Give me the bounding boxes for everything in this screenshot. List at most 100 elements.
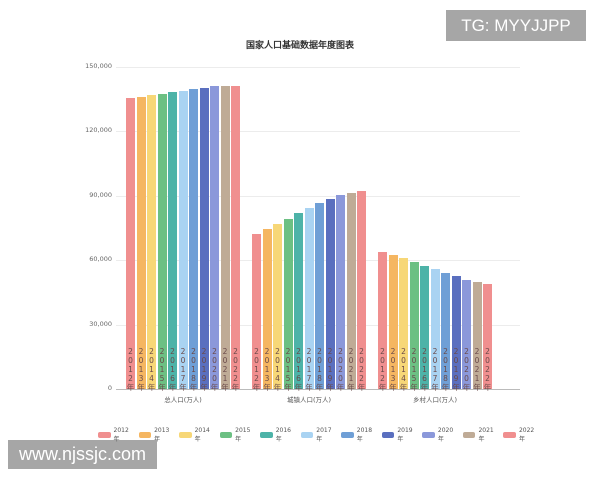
legend-item[interactable]: 2021年 — [462, 427, 498, 443]
bar[interactable] — [336, 195, 345, 389]
legend-swatch — [98, 432, 111, 438]
bar[interactable] — [199, 88, 209, 389]
bar-label: 2017年 — [179, 347, 187, 392]
legend-swatch — [300, 432, 314, 438]
category-label: 乡村人口(万人) — [412, 396, 458, 404]
legend-item[interactable]: 2015年 — [219, 427, 255, 443]
y-tick-label: 0 — [107, 384, 112, 392]
bar-label: 2013年 — [263, 347, 271, 392]
bar[interactable] — [252, 234, 261, 389]
legend-swatch — [219, 432, 233, 438]
bar[interactable] — [472, 282, 482, 389]
legend-item[interactable]: 2018年 — [341, 427, 376, 443]
legend-swatch — [260, 432, 273, 438]
legend-item[interactable]: 2017年 — [300, 427, 336, 443]
bar-label: 2020年 — [462, 347, 471, 392]
bar[interactable] — [430, 269, 440, 389]
bar[interactable] — [189, 89, 198, 389]
bar-label: 2013年 — [137, 347, 145, 392]
legend-item[interactable]: 2014年 — [179, 427, 214, 443]
bar-label: 2014年 — [147, 347, 156, 392]
legend-label: 2018年 — [356, 427, 373, 443]
bar-label: 2022年 — [483, 347, 492, 392]
legend-item[interactable]: 2012年 — [98, 427, 133, 443]
bar[interactable] — [409, 262, 419, 389]
legend-label: 2019年 — [397, 427, 413, 443]
y-tick-label: 60,000 — [89, 255, 112, 264]
bar[interactable] — [388, 255, 398, 389]
legend-label: 2021年 — [478, 427, 494, 443]
bar-label: 2012年 — [378, 347, 387, 392]
bar[interactable] — [147, 95, 156, 389]
bar-label: 2018年 — [315, 347, 324, 392]
bar[interactable] — [126, 98, 135, 389]
gridline — [116, 195, 520, 197]
bar-label: 2021年 — [221, 347, 229, 392]
bar[interactable] — [262, 229, 272, 389]
bar[interactable] — [378, 252, 387, 389]
website-watermark: www.njssjc.com — [8, 440, 157, 469]
legend-item[interactable]: 2022年 — [503, 427, 538, 443]
bar-label: 2013年 — [389, 347, 397, 392]
bar[interactable] — [283, 218, 293, 389]
category-label: 总人口(万人) — [164, 396, 202, 404]
category-label: 城镇人口(万人) — [286, 396, 332, 404]
bar-label: 2021年 — [473, 347, 481, 392]
bar[interactable] — [210, 85, 219, 389]
y-tick-label: 150,000 — [85, 62, 112, 70]
legend-swatch — [462, 432, 476, 438]
bar-label: 2016年 — [420, 347, 429, 392]
bar-label: 2014年 — [273, 347, 282, 392]
bar[interactable] — [136, 96, 146, 389]
legend-swatch — [138, 432, 152, 438]
bar[interactable] — [357, 191, 366, 389]
y-tick-label: 90,000 — [89, 190, 112, 199]
bar[interactable] — [168, 92, 177, 389]
bar[interactable] — [315, 203, 324, 389]
bar[interactable] — [483, 283, 492, 389]
chart-title: 国家人口基础数据年度图表 — [245, 41, 354, 51]
legend-label: 2020年 — [437, 427, 454, 443]
legend-item[interactable]: 2016年 — [260, 427, 295, 443]
bar[interactable] — [325, 199, 335, 389]
legend-item[interactable]: 2013年 — [138, 427, 174, 443]
bar-label: 2020年 — [336, 347, 345, 392]
bar[interactable] — [231, 85, 240, 389]
bar[interactable] — [462, 279, 471, 389]
bar-label: 2017年 — [305, 347, 313, 392]
bar-label: 2019年 — [452, 347, 460, 392]
bar[interactable] — [346, 192, 356, 389]
y-tick-label: 120,000 — [85, 126, 112, 135]
legend-label: 2016年 — [275, 427, 291, 443]
bar-label: 2022年 — [357, 347, 366, 392]
bar-label: 2018年 — [189, 347, 198, 392]
bar-label: 2015年 — [410, 347, 418, 392]
bar[interactable] — [294, 213, 303, 389]
bar-label: 2019年 — [326, 347, 334, 392]
bar[interactable] — [178, 90, 188, 389]
legend-label: 2013年 — [154, 427, 170, 443]
bar-label: 2019年 — [200, 347, 208, 392]
gridline — [116, 131, 520, 133]
legend-label: 2015年 — [235, 427, 251, 443]
bar[interactable] — [157, 93, 167, 389]
legend-item[interactable]: 2020年 — [422, 427, 457, 443]
bar-label: 2020年 — [210, 347, 219, 392]
bar-label: 2016年 — [168, 347, 177, 392]
legend-label: 2012年 — [113, 427, 129, 443]
bar[interactable] — [451, 276, 461, 389]
bar[interactable] — [273, 224, 282, 389]
bar[interactable] — [304, 207, 314, 389]
bar[interactable] — [399, 258, 408, 389]
x-axis — [116, 389, 520, 390]
bar-label: 2017年 — [431, 347, 439, 392]
bar-label: 2022年 — [231, 347, 240, 392]
bar-label: 2021年 — [347, 347, 355, 392]
tg-watermark: TG: MYYJJPP — [446, 10, 586, 41]
bar[interactable] — [220, 85, 230, 389]
legend-item[interactable]: 2019年 — [381, 427, 417, 443]
bar-label: 2012年 — [252, 347, 261, 392]
bar[interactable] — [420, 265, 429, 389]
bar[interactable] — [441, 272, 450, 389]
bar-label: 2015年 — [284, 347, 292, 392]
